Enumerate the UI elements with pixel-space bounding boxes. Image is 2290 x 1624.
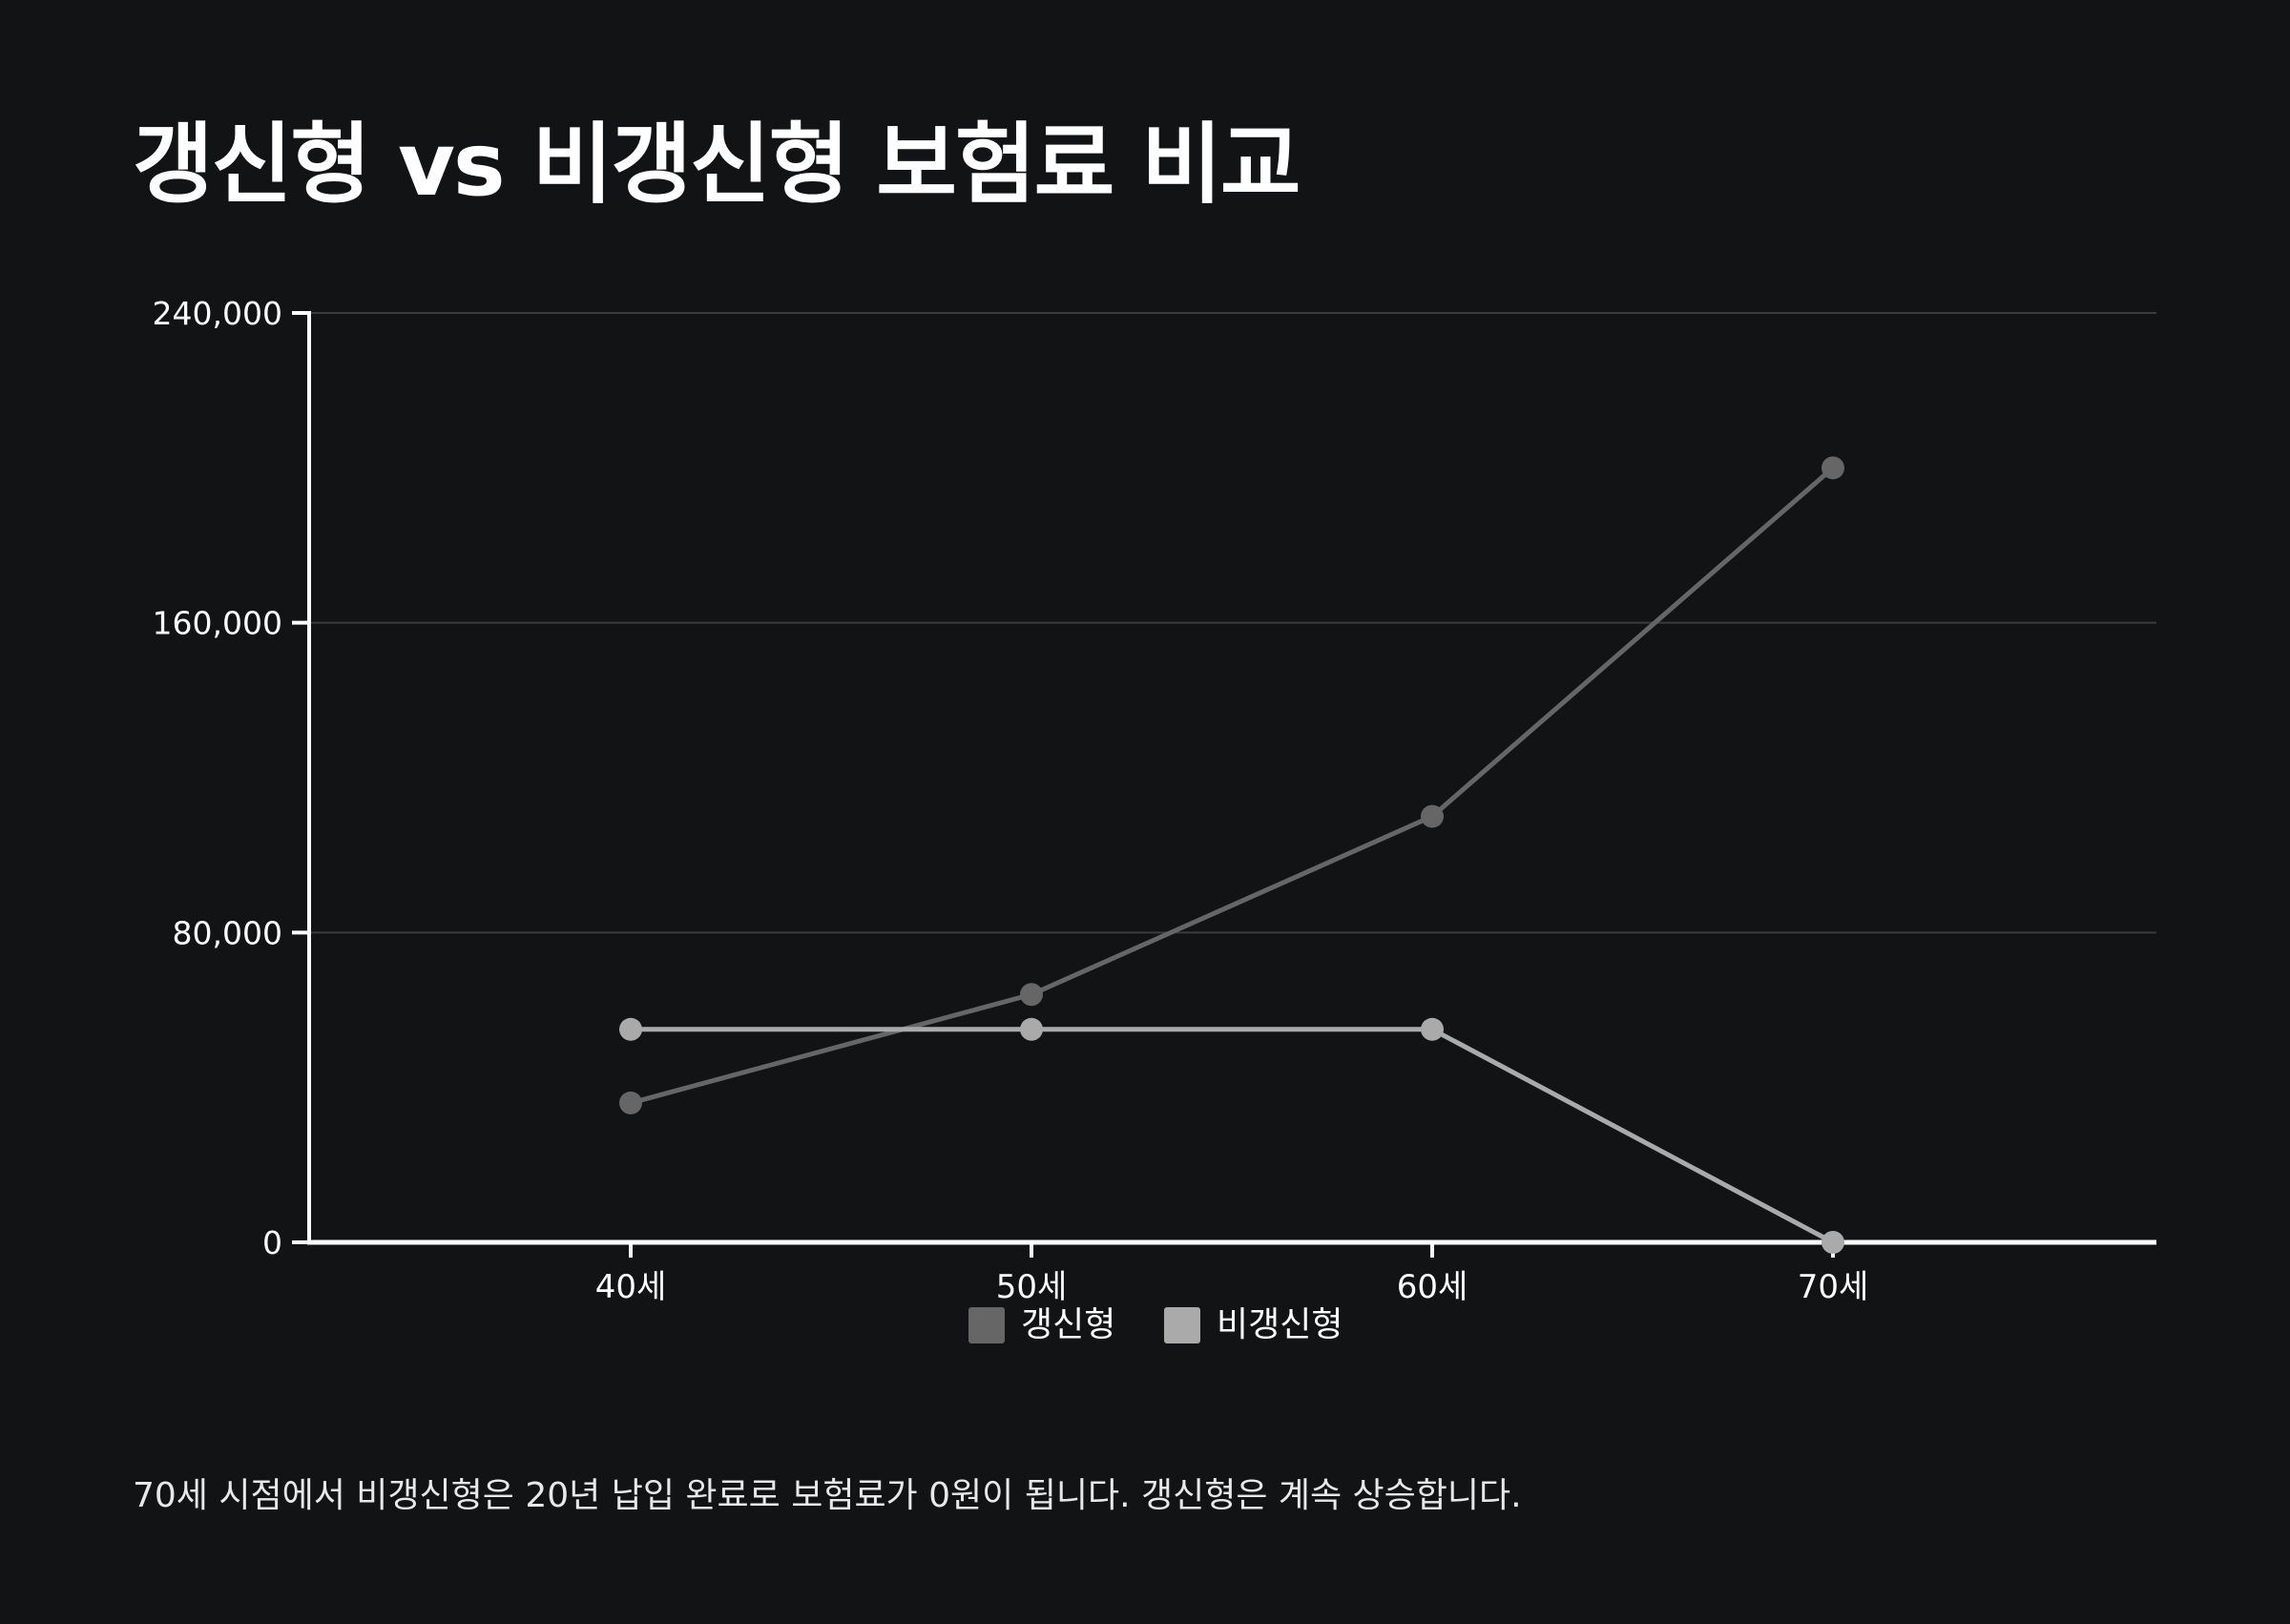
data-point [1822,1231,1844,1254]
data-point [1421,804,1444,828]
data-point [619,1017,642,1041]
legend-label: 비갱신형 [1217,1305,1343,1344]
series-renewable [619,456,1844,1114]
data-point [1020,983,1043,1007]
legend-label: 갱신형 [1021,1305,1115,1344]
data-point [1020,1017,1043,1041]
chart-title: 갱신형 vs 비갱신형 보험료 비교 [133,114,1301,216]
x-tick-label: 70세 [1798,1268,1869,1306]
gridlines [309,312,2156,934]
chart-caption: 70세 시점에서 비갱신형은 20년 납입 완료로 보험료가 0원이 됩니다. … [133,1476,1522,1515]
legend-swatch [1164,1307,1200,1343]
legend-swatch [968,1307,1005,1343]
legend: 갱신형 비갱신형 [968,1305,1343,1344]
y-tick-label: 80,000 [173,914,282,951]
series-line [631,1027,1835,1245]
x-tick-label: 50세 [996,1268,1068,1306]
data-point [1421,1017,1444,1041]
data-point [1822,456,1844,480]
series-lines [619,456,1844,1254]
axes: 0 80,000 160,000 240,000 40세 50세 60세 70세 [153,295,2156,1306]
y-tick-label: 0 [262,1224,282,1261]
series-non-renewable [619,1017,1844,1254]
y-tick-label: 240,000 [153,295,282,332]
y-tick-label: 160,000 [153,605,282,642]
x-tick-label: 60세 [1397,1268,1468,1306]
series-line [630,466,1835,1106]
x-tick-label: 40세 [595,1268,667,1306]
data-point [619,1091,642,1114]
